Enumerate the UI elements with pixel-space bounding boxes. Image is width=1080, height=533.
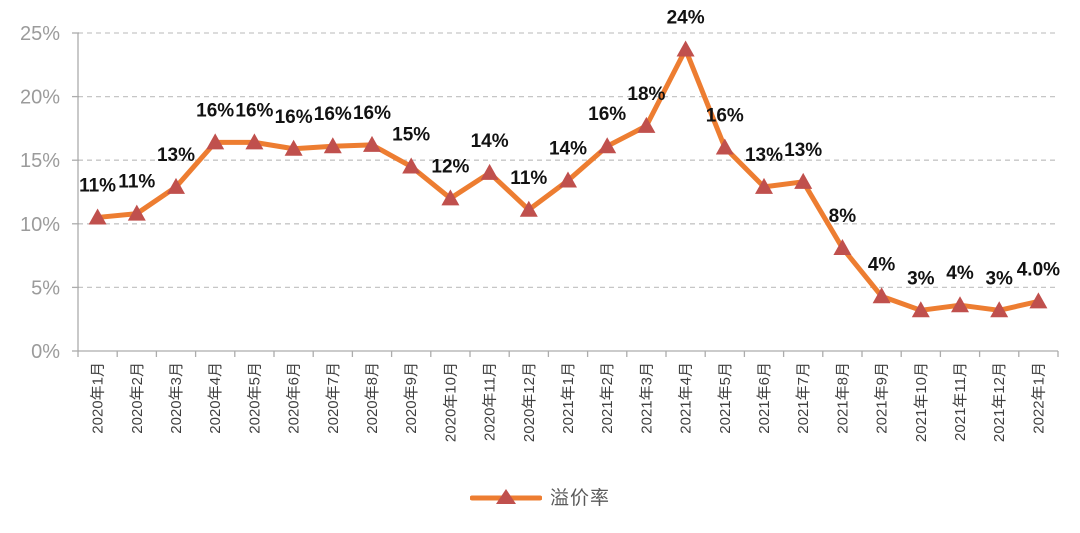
data-label: 15% xyxy=(392,125,430,146)
x-axis-tick-label: 2020年4月 xyxy=(207,362,224,434)
data-label: 8% xyxy=(829,206,857,227)
x-axis-tick-label: 2021年1月 xyxy=(560,362,577,434)
data-point-marker xyxy=(1029,292,1048,309)
legend-label: 溢价率 xyxy=(549,487,610,509)
x-axis-tick-label: 2021年9月 xyxy=(874,362,891,434)
x-axis-tick-label: 2020年3月 xyxy=(168,362,185,434)
x-axis-tick-label: 2021年4月 xyxy=(678,362,695,434)
x-axis-tick-label: 2020年12月 xyxy=(521,362,538,442)
data-point-marker xyxy=(127,204,146,221)
data-label: 4% xyxy=(868,254,896,275)
data-point-marker xyxy=(715,138,734,155)
data-label: 13% xyxy=(745,145,783,166)
y-axis-labels: 0% 5% 10% 15% 20% 25% xyxy=(20,23,79,363)
x-axis-tick-label: 2021年7月 xyxy=(795,362,812,434)
y-axis-tick-label: 20% xyxy=(20,87,60,109)
x-axis-ticks xyxy=(77,351,1059,357)
data-label: 3% xyxy=(907,268,935,289)
data-label: 16% xyxy=(314,104,352,125)
series-markers xyxy=(88,40,1048,318)
legend: 溢价率 xyxy=(0,484,1080,509)
data-point-marker xyxy=(559,171,577,188)
data-label: 16% xyxy=(588,104,626,125)
y-axis-tick-label: 10% xyxy=(20,214,60,236)
data-point-marker xyxy=(402,157,421,174)
data-label: 18% xyxy=(627,84,665,105)
x-axis-tick-label: 2021年3月 xyxy=(638,362,655,434)
axes xyxy=(77,33,1058,352)
data-point-marker xyxy=(167,177,185,194)
data-point-marker xyxy=(872,287,891,304)
data-label: 11% xyxy=(79,175,116,196)
data-point-marker xyxy=(519,200,538,217)
x-axis-tick-label: 2020年5月 xyxy=(246,362,263,434)
x-axis-tick-label: 2021年2月 xyxy=(599,362,616,434)
x-axis-labels: 2020年1月 2020年2月 2020年3月 2020年4月 2020年5月 2020年… xyxy=(90,362,1048,442)
data-point-marker xyxy=(480,163,499,180)
y-axis-tick-label: 25% xyxy=(20,23,60,45)
data-point-marker xyxy=(245,133,264,150)
x-axis-tick-label: 2020年1月 xyxy=(90,362,107,434)
data-point-marker xyxy=(206,133,225,150)
data-label: 11% xyxy=(510,168,547,189)
x-axis-tick-label: 2021年12月 xyxy=(991,362,1008,442)
data-label: 16% xyxy=(353,103,391,124)
data-point-marker xyxy=(990,301,1009,318)
x-axis-tick-label: 2022年1月 xyxy=(1030,362,1047,434)
x-axis-tick-label: 2020年9月 xyxy=(403,362,420,434)
data-label: 11% xyxy=(118,172,155,193)
data-label: 12% xyxy=(431,156,469,177)
data-point-marker xyxy=(911,301,930,318)
data-point-marker xyxy=(598,137,617,154)
data-label: 3% xyxy=(985,268,1013,289)
data-label: 4% xyxy=(946,263,974,284)
gridlines xyxy=(78,32,1058,289)
x-axis-tick-label: 2021年6月 xyxy=(756,362,773,434)
data-label: 4.0% xyxy=(1017,259,1060,280)
x-axis-tick-label: 2020年6月 xyxy=(286,362,303,434)
x-axis-tick-label: 2020年10月 xyxy=(442,362,459,442)
premium-rate-line-chart: 0%5%10%15%20%25%2020年1月 2020年2月 2020年3月 202… xyxy=(20,8,1060,443)
data-point-marker xyxy=(441,189,460,206)
data-label: 14% xyxy=(549,139,587,160)
data-label: 16% xyxy=(706,105,744,126)
x-axis-tick-label: 2020年7月 xyxy=(325,362,342,434)
data-label: 16% xyxy=(275,107,313,128)
x-axis-tick-label: 2021年5月 xyxy=(717,362,734,434)
x-axis-tick-label: 2021年10月 xyxy=(913,362,930,442)
data-point-marker xyxy=(284,139,303,156)
data-point-marker xyxy=(676,40,695,57)
x-axis-tick-label: 2021年11月 xyxy=(952,362,969,441)
y-axis-tick-label: 5% xyxy=(31,277,60,299)
data-labels: 11% 11%13%16% 16% 16% 16% 16%15%12%14%11%14%1… xyxy=(79,8,1060,290)
data-point-marker xyxy=(833,238,852,255)
data-point-marker xyxy=(794,172,813,189)
data-point-marker xyxy=(637,116,656,133)
y-axis-tick-label: 15% xyxy=(20,150,60,172)
data-point-marker xyxy=(363,135,381,152)
data-label: 16% xyxy=(235,100,273,121)
x-axis-tick-label: 2020年8月 xyxy=(364,362,381,434)
data-label: 16% xyxy=(196,100,234,121)
data-point-marker xyxy=(951,296,969,313)
data-label: 13% xyxy=(784,140,822,161)
data-label: 24% xyxy=(667,8,705,29)
x-axis-tick-label: 2020年2月 xyxy=(129,362,146,434)
data-point-marker xyxy=(88,208,107,225)
data-label: 14% xyxy=(471,131,509,152)
y-axis-tick-label: 0% xyxy=(31,341,60,363)
data-label: 13% xyxy=(157,145,195,166)
legend-line-triangle-icon xyxy=(469,489,542,504)
data-point-marker xyxy=(755,177,773,194)
data-point-marker xyxy=(323,137,342,154)
x-axis-tick-label: 2020年11月 xyxy=(482,362,499,441)
x-axis-tick-label: 2021年8月 xyxy=(834,362,851,434)
